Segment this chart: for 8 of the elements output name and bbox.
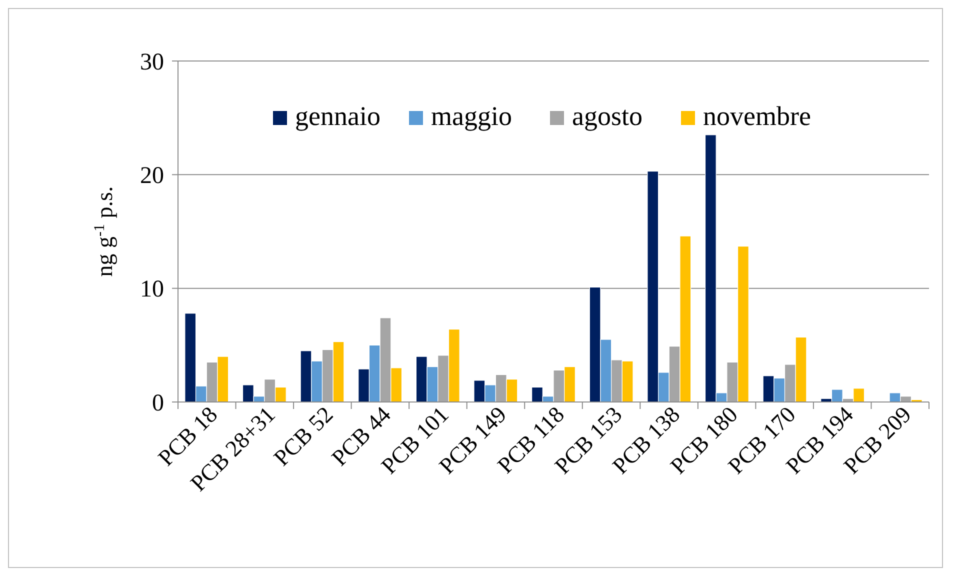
legend-label: novembre bbox=[703, 101, 811, 131]
legend-label: agosto bbox=[572, 101, 642, 131]
y-tick-label: 20 bbox=[140, 163, 164, 190]
y-tick-label: 10 bbox=[140, 276, 164, 303]
y-tick-label: 30 bbox=[140, 49, 164, 76]
y-tick-label: 0 bbox=[152, 390, 164, 416]
legend-label: gennaio bbox=[295, 101, 380, 131]
legend-label: maggio bbox=[431, 101, 512, 131]
